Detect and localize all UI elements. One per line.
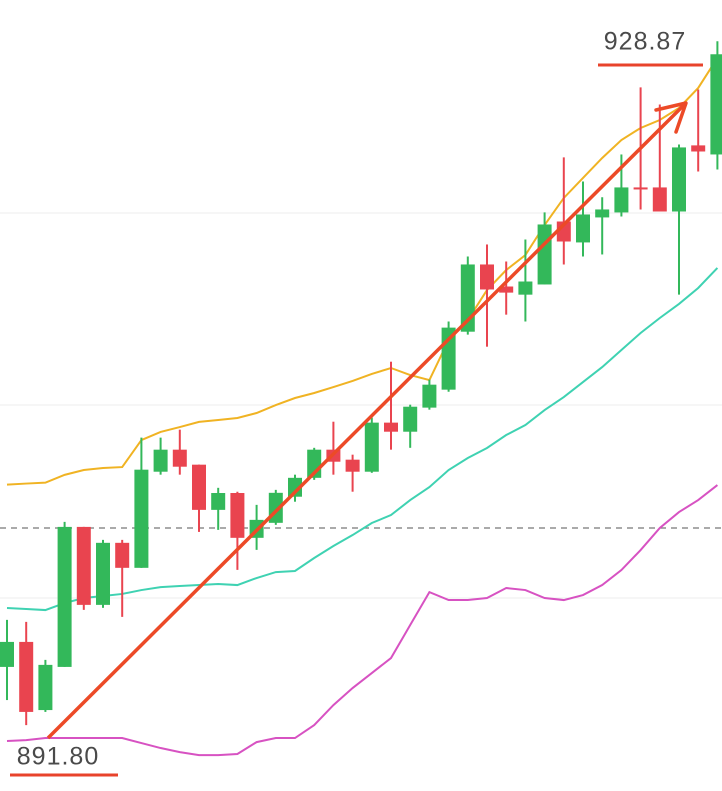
candle-body — [403, 406, 418, 432]
low-label: 891.80 — [17, 743, 99, 771]
candle-body — [230, 493, 245, 538]
annotations: 928.87 891.80 — [10, 28, 703, 777]
candle-body — [384, 422, 398, 432]
candle-body — [499, 286, 514, 293]
candle-body — [537, 224, 552, 285]
candles — [0, 41, 722, 726]
candle-body — [172, 449, 187, 467]
candle-body — [153, 449, 168, 472]
candle-body — [652, 187, 667, 212]
candle-body — [364, 422, 379, 472]
overlay-line — [6, 267, 719, 612]
candle-body — [76, 526, 91, 605]
grid — [0, 212, 722, 599]
candle-body — [345, 459, 360, 472]
overlay-line — [6, 484, 719, 757]
candle-body — [211, 493, 226, 510]
candle-body — [57, 526, 72, 667]
candle-body — [96, 542, 110, 605]
candle-body — [614, 187, 629, 213]
candle-body — [192, 464, 206, 510]
candle-body — [288, 477, 302, 497]
candle-body — [710, 54, 722, 155]
candle-body — [595, 209, 610, 218]
arrow-head — [654, 101, 688, 134]
candle-body — [518, 281, 533, 295]
candle-body — [19, 641, 34, 712]
candle-body — [576, 214, 590, 243]
trend-arrow — [46, 101, 688, 740]
overlay-lines — [6, 57, 719, 757]
candle-body — [134, 469, 149, 568]
candle-body — [38, 664, 53, 711]
candle-body — [0, 641, 14, 667]
candle-body — [115, 542, 130, 568]
overlay-line — [6, 57, 719, 486]
high-label: 928.87 — [604, 28, 686, 56]
candle-body — [480, 264, 494, 290]
candle-body — [691, 145, 706, 152]
candle-body — [672, 147, 686, 212]
candle-body — [422, 384, 437, 408]
candle-body — [633, 187, 648, 190]
